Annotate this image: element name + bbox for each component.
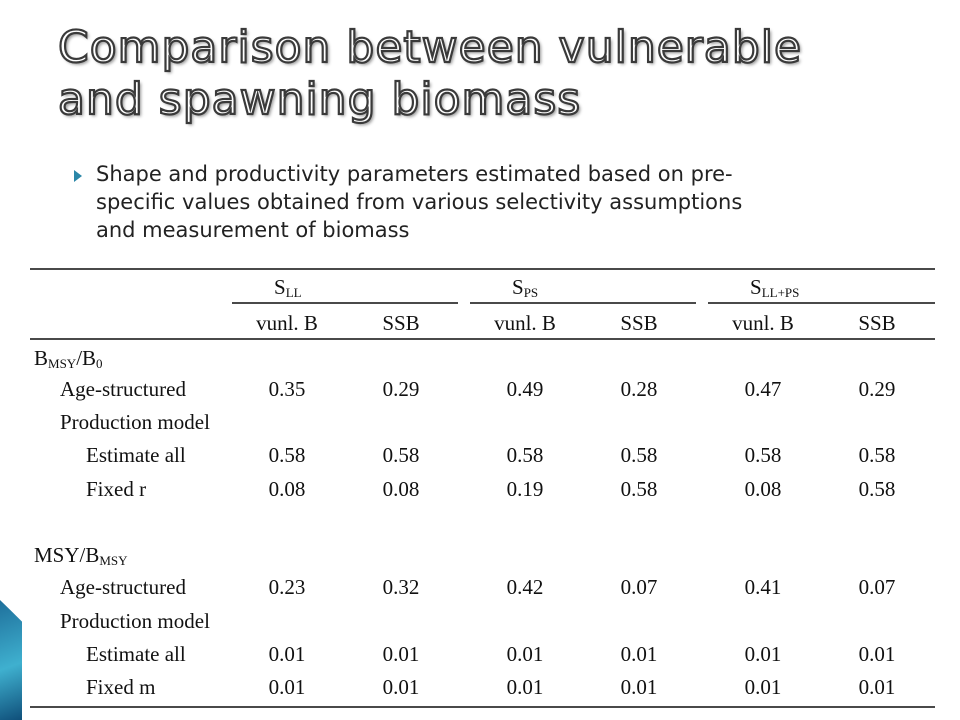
row-label: Production model bbox=[60, 410, 210, 434]
row-label: Age-structured bbox=[60, 377, 186, 401]
table-cell: 0.35 bbox=[268, 377, 306, 401]
table-cell: 0.01 bbox=[858, 642, 896, 666]
subheader: vunl. B bbox=[494, 311, 556, 335]
table-cell: 0.01 bbox=[744, 642, 782, 666]
bullet-text: Shape and productivity parameters estima… bbox=[96, 160, 916, 244]
table-cell: 0.32 bbox=[382, 575, 420, 599]
table-bottom-rule bbox=[30, 706, 935, 708]
table-cell: 0.49 bbox=[506, 377, 544, 401]
subheader: vunl. B bbox=[732, 311, 794, 335]
table-cell: 0.58 bbox=[620, 443, 658, 467]
section-label-bmsy-b0: BMSY/B0 bbox=[34, 346, 103, 371]
table-cell: 0.58 bbox=[858, 443, 896, 467]
table-cell: 0.01 bbox=[382, 675, 420, 699]
table-cell: 0.08 bbox=[382, 477, 420, 501]
table-cell: 0.41 bbox=[744, 575, 782, 599]
bullet-text-line-3: and measurement of biomass bbox=[96, 218, 410, 242]
slide-title-line-2: and spawning biomass bbox=[57, 73, 582, 126]
subheader: vunl. B bbox=[256, 311, 318, 335]
row-label: Age-structured bbox=[60, 575, 186, 599]
table-cell: 0.42 bbox=[506, 575, 544, 599]
group-header-sll: SLL bbox=[274, 275, 302, 300]
row-label: Estimate all bbox=[86, 443, 186, 467]
table-cell: 0.07 bbox=[620, 575, 658, 599]
results-table: SLL SPS SLL+PS vunl. B SSB vunl. B SSB v… bbox=[30, 268, 935, 712]
table-cell: 0.01 bbox=[268, 642, 306, 666]
group-rule-sps bbox=[470, 302, 696, 304]
section-label-msy-bmsy: MSY/BMSY bbox=[34, 543, 128, 568]
group-rule-sllps bbox=[708, 302, 935, 304]
group-rule-sll bbox=[232, 302, 458, 304]
table-cell: 0.58 bbox=[620, 477, 658, 501]
subheader: SSB bbox=[620, 311, 658, 335]
table-cell: 0.01 bbox=[506, 675, 544, 699]
table-cell: 0.47 bbox=[744, 377, 782, 401]
decorative-corner-shape bbox=[0, 600, 22, 720]
table-cell: 0.01 bbox=[744, 675, 782, 699]
bullet-text-line-2: specific values obtained from various se… bbox=[96, 190, 743, 214]
table-cell: 0.58 bbox=[506, 443, 544, 467]
table-cell: 0.58 bbox=[744, 443, 782, 467]
table-cell: 0.01 bbox=[620, 675, 658, 699]
slide-title-line-1: Comparison between vulnerable bbox=[57, 21, 803, 74]
group-header-sllps: SLL+PS bbox=[750, 275, 800, 300]
table-cell: 0.58 bbox=[268, 443, 306, 467]
row-label: Fixed m bbox=[86, 675, 156, 699]
row-label: Fixed r bbox=[86, 477, 147, 501]
table-cell: 0.01 bbox=[858, 675, 896, 699]
table-cell: 0.07 bbox=[858, 575, 896, 599]
table-cell: 0.19 bbox=[506, 477, 544, 501]
table-cell: 0.01 bbox=[620, 642, 658, 666]
bullet-text-line-1: Shape and productivity parameters estima… bbox=[96, 162, 733, 186]
subheader: SSB bbox=[858, 311, 896, 335]
table-cell: 0.29 bbox=[858, 377, 896, 401]
group-header-sps: SPS bbox=[512, 275, 539, 300]
table-cell: 0.58 bbox=[858, 477, 896, 501]
header-bottom-rule bbox=[30, 338, 935, 340]
slide-title: Comparison between vulnerable and spawni… bbox=[57, 21, 938, 126]
table-cell: 0.08 bbox=[268, 477, 306, 501]
table-cell: 0.23 bbox=[268, 575, 306, 599]
table-cell: 0.01 bbox=[506, 642, 544, 666]
table-cell: 0.01 bbox=[382, 642, 420, 666]
table-cell: 0.28 bbox=[620, 377, 658, 401]
table-cell: 0.08 bbox=[744, 477, 782, 501]
table-cell: 0.01 bbox=[268, 675, 306, 699]
table-top-rule bbox=[30, 268, 935, 270]
table-cell: 0.29 bbox=[382, 377, 420, 401]
subheader: SSB bbox=[382, 311, 420, 335]
triangle-bullet-icon bbox=[74, 170, 82, 182]
row-label: Production model bbox=[60, 609, 210, 633]
table-cell: 0.58 bbox=[382, 443, 420, 467]
row-label: Estimate all bbox=[86, 642, 186, 666]
